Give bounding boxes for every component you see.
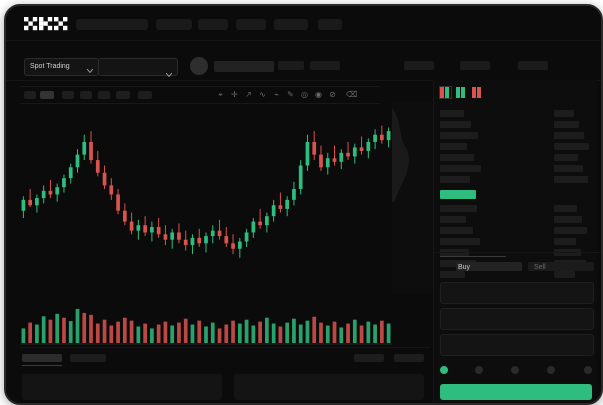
pair-select[interactable] (98, 58, 178, 78)
orderbook-both-icon[interactable] (439, 86, 452, 99)
interval-button-2[interactable] (40, 91, 54, 99)
chevron-down-icon (165, 64, 173, 82)
orderbook-asks-icon[interactable] (472, 87, 483, 98)
buy-tab-underline (440, 256, 506, 257)
volume-chart (20, 306, 392, 346)
orderbook-row[interactable] (440, 110, 464, 117)
orderbook-row[interactable] (440, 154, 474, 161)
tab-open-orders[interactable] (22, 354, 62, 362)
orderbook-row-size[interactable] (554, 205, 577, 212)
orderbook-row-size[interactable] (554, 238, 576, 245)
device-frame: Spot Trading (4, 4, 603, 405)
orderbook-row[interactable] (440, 271, 465, 278)
orderbook-row[interactable] (440, 165, 481, 172)
orderbook-row-size[interactable] (554, 154, 578, 161)
chart-overlay-shape (392, 102, 434, 202)
orderbook-spread-highlight (440, 190, 476, 199)
divider-trade-panel (434, 252, 601, 253)
slider-step-2[interactable] (511, 366, 519, 374)
indicator-button[interactable] (138, 91, 152, 99)
orderbook-row-size[interactable] (554, 121, 579, 128)
tab-order-history[interactable] (70, 354, 106, 362)
orderbook-row[interactable] (440, 216, 466, 223)
tab-active-underline (22, 365, 62, 366)
divider-right-column (433, 80, 434, 403)
tab-buy-label: Buy (458, 264, 471, 271)
orders-panel[interactable] (234, 374, 424, 400)
okx-logo-icon[interactable] (24, 17, 68, 31)
slider-step-3[interactable] (547, 366, 555, 374)
top-navigation-bar (6, 6, 601, 40)
trading-mode-label: Spot Trading (30, 63, 70, 70)
nav-item-4[interactable] (274, 19, 308, 30)
coin-avatar (190, 57, 208, 75)
amount-field[interactable] (440, 308, 594, 330)
orderbook-row[interactable] (440, 176, 470, 183)
orderbook-row-size[interactable] (554, 216, 582, 223)
magnet-icon[interactable]: ◎ (301, 90, 308, 99)
market-stat-2 (310, 61, 340, 70)
nav-item-5[interactable] (318, 19, 342, 30)
divider-market (6, 80, 601, 81)
trading-mode-select[interactable]: Spot Trading (24, 58, 99, 76)
orderbook-row[interactable] (440, 121, 471, 128)
tab-sell-label: Sell (534, 264, 546, 271)
orderbook-row-size[interactable] (554, 132, 584, 139)
slider-step-1[interactable] (475, 366, 483, 374)
total-field[interactable] (440, 334, 594, 356)
orderbook-bids-icon[interactable] (456, 87, 467, 98)
ruler-icon[interactable]: ⌁ (274, 90, 279, 99)
lock-icon[interactable]: ⊘ (329, 90, 336, 99)
eye-icon[interactable]: ◉ (315, 90, 322, 99)
app-screen: Spot Trading (6, 6, 601, 403)
brush-icon[interactable]: ✎ (287, 90, 294, 99)
interval-button-3[interactable] (62, 91, 74, 99)
trash-icon[interactable]: ⌫ (346, 90, 358, 99)
orderbook-row[interactable] (440, 205, 477, 212)
divider-top (6, 40, 601, 41)
crosshair-icon[interactable]: ✛ (231, 90, 238, 99)
market-stat-1 (278, 61, 304, 70)
orders-action-1[interactable] (354, 354, 384, 362)
orderbook-row[interactable] (440, 238, 480, 245)
slider-step-0[interactable] (440, 366, 448, 374)
nav-search-pill[interactable] (76, 19, 148, 30)
interval-button-1[interactable] (24, 91, 36, 99)
trendline-icon[interactable]: ↗ (245, 90, 252, 99)
orderbook-row-size[interactable] (554, 143, 589, 150)
orders-action-2[interactable] (394, 354, 424, 362)
interval-button-6[interactable] (116, 91, 130, 99)
orderbook-row-size[interactable] (554, 176, 588, 183)
orderbook-row[interactable] (440, 143, 467, 150)
pair-name (214, 61, 274, 72)
tab-sell[interactable] (528, 262, 594, 271)
chevron-down-icon (86, 64, 94, 80)
chart-toolbar (20, 86, 380, 104)
amount-slider[interactable] (440, 366, 592, 376)
orderbook-row-size[interactable] (554, 110, 574, 117)
buy-submit-button[interactable] (440, 384, 592, 400)
orderbook-row-size[interactable] (554, 227, 587, 234)
wave-icon[interactable]: ∿ (259, 90, 266, 99)
market-stat-5 (518, 61, 548, 70)
orderbook-row[interactable] (440, 132, 478, 139)
price-field[interactable] (440, 282, 594, 304)
interval-button-5[interactable] (98, 91, 110, 99)
nav-item-2[interactable] (198, 19, 228, 30)
orderbook-row[interactable] (440, 227, 473, 234)
market-stat-4 (460, 61, 490, 70)
divider-chart-bottom (20, 347, 430, 348)
price-chart[interactable] (20, 106, 392, 301)
nav-item-1[interactable] (156, 19, 192, 30)
market-stat-3 (404, 61, 434, 70)
orderbook-row-size[interactable] (554, 271, 575, 278)
slider-step-4[interactable] (584, 366, 592, 374)
tab-buy[interactable] (456, 262, 522, 271)
orderbook-row-size[interactable] (554, 165, 583, 172)
cursor-icon[interactable]: ⌖ (218, 90, 223, 99)
positions-panel[interactable] (22, 374, 222, 400)
nav-item-3[interactable] (236, 19, 266, 30)
interval-button-4[interactable] (80, 91, 92, 99)
